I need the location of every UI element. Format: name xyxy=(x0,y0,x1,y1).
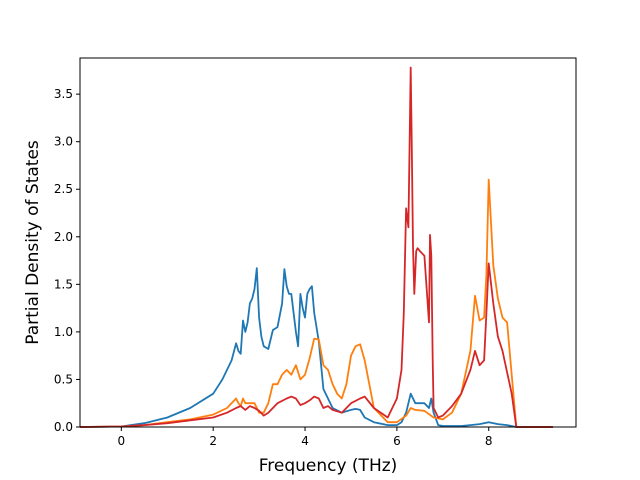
x-tick-label: 6 xyxy=(393,434,401,448)
x-ticks: 0 2 4 6 8 xyxy=(118,427,493,448)
y-axis-label: Partial Density of States xyxy=(23,140,43,345)
series-layer xyxy=(79,66,553,428)
y-ticks: 0.0 0.5 1.0 1.5 2.0 2.5 3.0 3.5 xyxy=(54,87,80,434)
series-line-2 xyxy=(79,178,553,428)
plot-frame xyxy=(79,57,577,428)
y-tick-label: 3.0 xyxy=(54,135,73,149)
y-tick-label: 2.0 xyxy=(54,230,73,244)
series-line-1 xyxy=(79,267,553,428)
y-tick-label: 2.5 xyxy=(54,182,73,196)
y-tick-label: 1.5 xyxy=(54,277,73,291)
y-tick-label: 3.5 xyxy=(54,87,73,101)
y-tick-label: 0.5 xyxy=(54,372,73,386)
series-line-3 xyxy=(79,66,553,428)
y-tick-label: 1.0 xyxy=(54,325,73,339)
x-tick-label: 2 xyxy=(209,434,217,448)
y-tick-label: 0.0 xyxy=(54,420,73,434)
x-axis-label: Frequency (THz) xyxy=(259,456,398,476)
x-tick-label: 4 xyxy=(301,434,309,448)
x-tick-label: 8 xyxy=(485,434,493,448)
x-tick-label: 0 xyxy=(118,434,126,448)
